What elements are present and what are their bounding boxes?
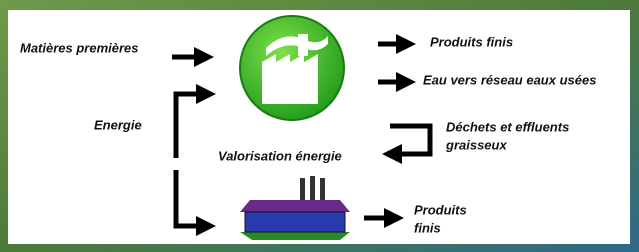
- factory-icon: [240, 16, 344, 120]
- label: Energie: [94, 117, 142, 132]
- diagram: Matières premières Energie Produits fini…: [0, 0, 639, 252]
- label: finis: [414, 220, 441, 235]
- label: Produits: [414, 202, 467, 217]
- label: Matières premières: [20, 40, 139, 55]
- label: Eau vers réseau eaux usées: [423, 72, 596, 87]
- label: Déchets et effluents: [446, 119, 569, 134]
- label: graisseux: [445, 137, 507, 152]
- label: Valorisation énergie: [218, 148, 342, 163]
- label: Produits finis: [430, 34, 513, 49]
